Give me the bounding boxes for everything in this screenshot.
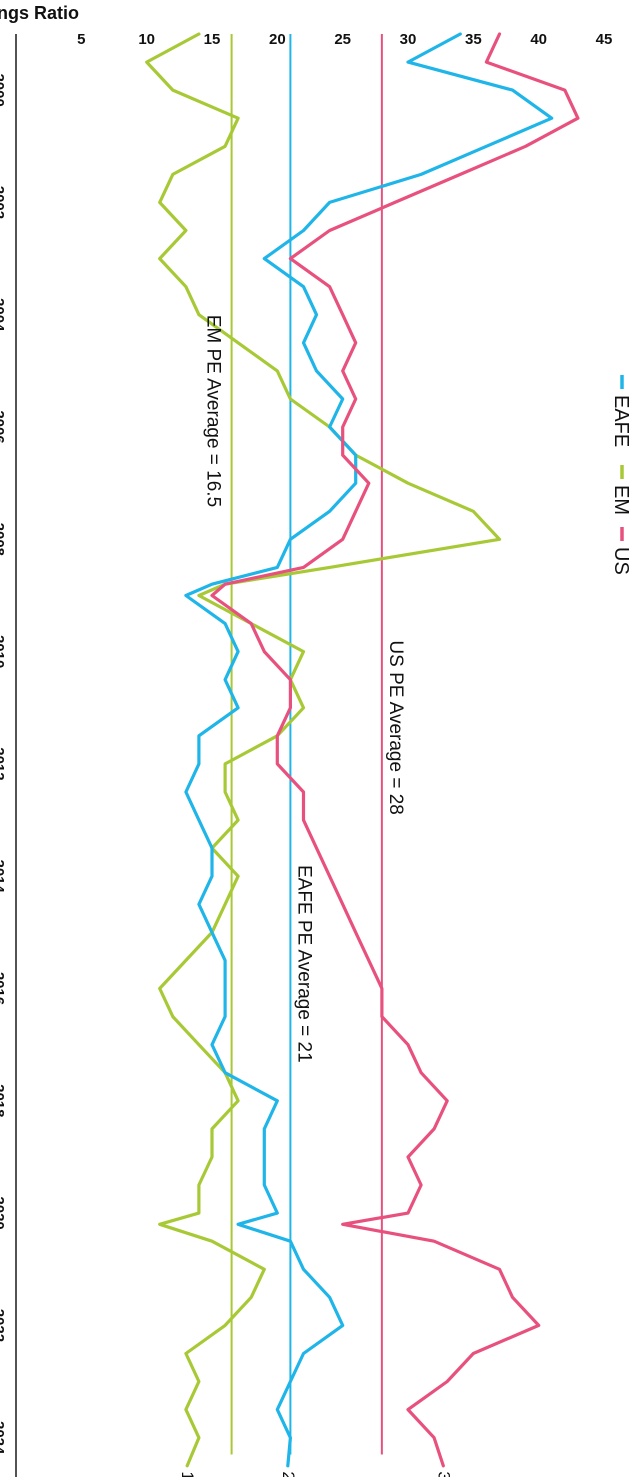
- x-tick-label: 2002: [0, 186, 7, 219]
- x-tick-label: 2018: [0, 1084, 7, 1117]
- end-label-em: 13.1: [178, 1471, 197, 1477]
- x-tick-label: 2014: [0, 860, 7, 894]
- y-tick-label: 40: [530, 31, 547, 48]
- series-line-us: [210, 32, 580, 1468]
- series-lines: [145, 32, 580, 1468]
- y-tick-label: 35: [465, 31, 482, 48]
- avg-label-eafe: EAFE PE Average = 21: [293, 865, 314, 1063]
- avg-label-us: US PE Average = 28: [385, 640, 406, 814]
- y-tick-label: 10: [138, 31, 155, 48]
- x-tick-label: 2008: [0, 523, 7, 556]
- legend-label-eafe: EAFE: [610, 395, 632, 447]
- x-tick-label: 2024: [0, 1421, 7, 1455]
- end-label-eafe: 20.8: [279, 1471, 298, 1477]
- annotations: US PE Average = 28 EAFE PE Average = 21 EM…: [203, 315, 406, 1063]
- avg-label-em: EM PE Average = 16.5: [203, 315, 224, 507]
- x-tick-label: 2006: [0, 410, 7, 443]
- x-tick-label: 2010: [0, 635, 7, 668]
- y-tick-label: 15: [204, 31, 221, 48]
- y-axis-title: Price to Earnings Ratio: [0, 3, 79, 23]
- end-labels: 32.7 20.8 13.1: [178, 1471, 453, 1482]
- y-tick-label: 5: [77, 31, 85, 48]
- y-tick-label: 30: [400, 31, 417, 48]
- y-tick-labels: 5 10 15 20 25 30 35 40 45: [77, 31, 612, 48]
- legend: EAFE EM US: [610, 375, 632, 575]
- y-tick-label: 20: [269, 31, 286, 48]
- x-tick-label: 2016: [0, 972, 7, 1005]
- x-tick-label: 2004: [0, 298, 7, 332]
- end-label-us: 32.7: [434, 1471, 453, 1477]
- x-tick-label: 2000: [0, 73, 7, 106]
- x-tick-label: 2022: [0, 1309, 7, 1342]
- series-line-em: [145, 32, 502, 1468]
- x-tick-labels: 2000 2002 2004 2006 2008 2010 2012 2014 2016 2018…: [0, 73, 7, 1455]
- y-tick-label: 45: [596, 31, 613, 48]
- legend-label-em: EM: [610, 485, 632, 515]
- series-line-eafe: [184, 32, 554, 1468]
- y-tick-label: 25: [334, 31, 351, 48]
- x-tick-label: 2012: [0, 747, 7, 780]
- x-tick-label: 2020: [0, 1196, 7, 1229]
- legend-label-us: US: [610, 547, 632, 575]
